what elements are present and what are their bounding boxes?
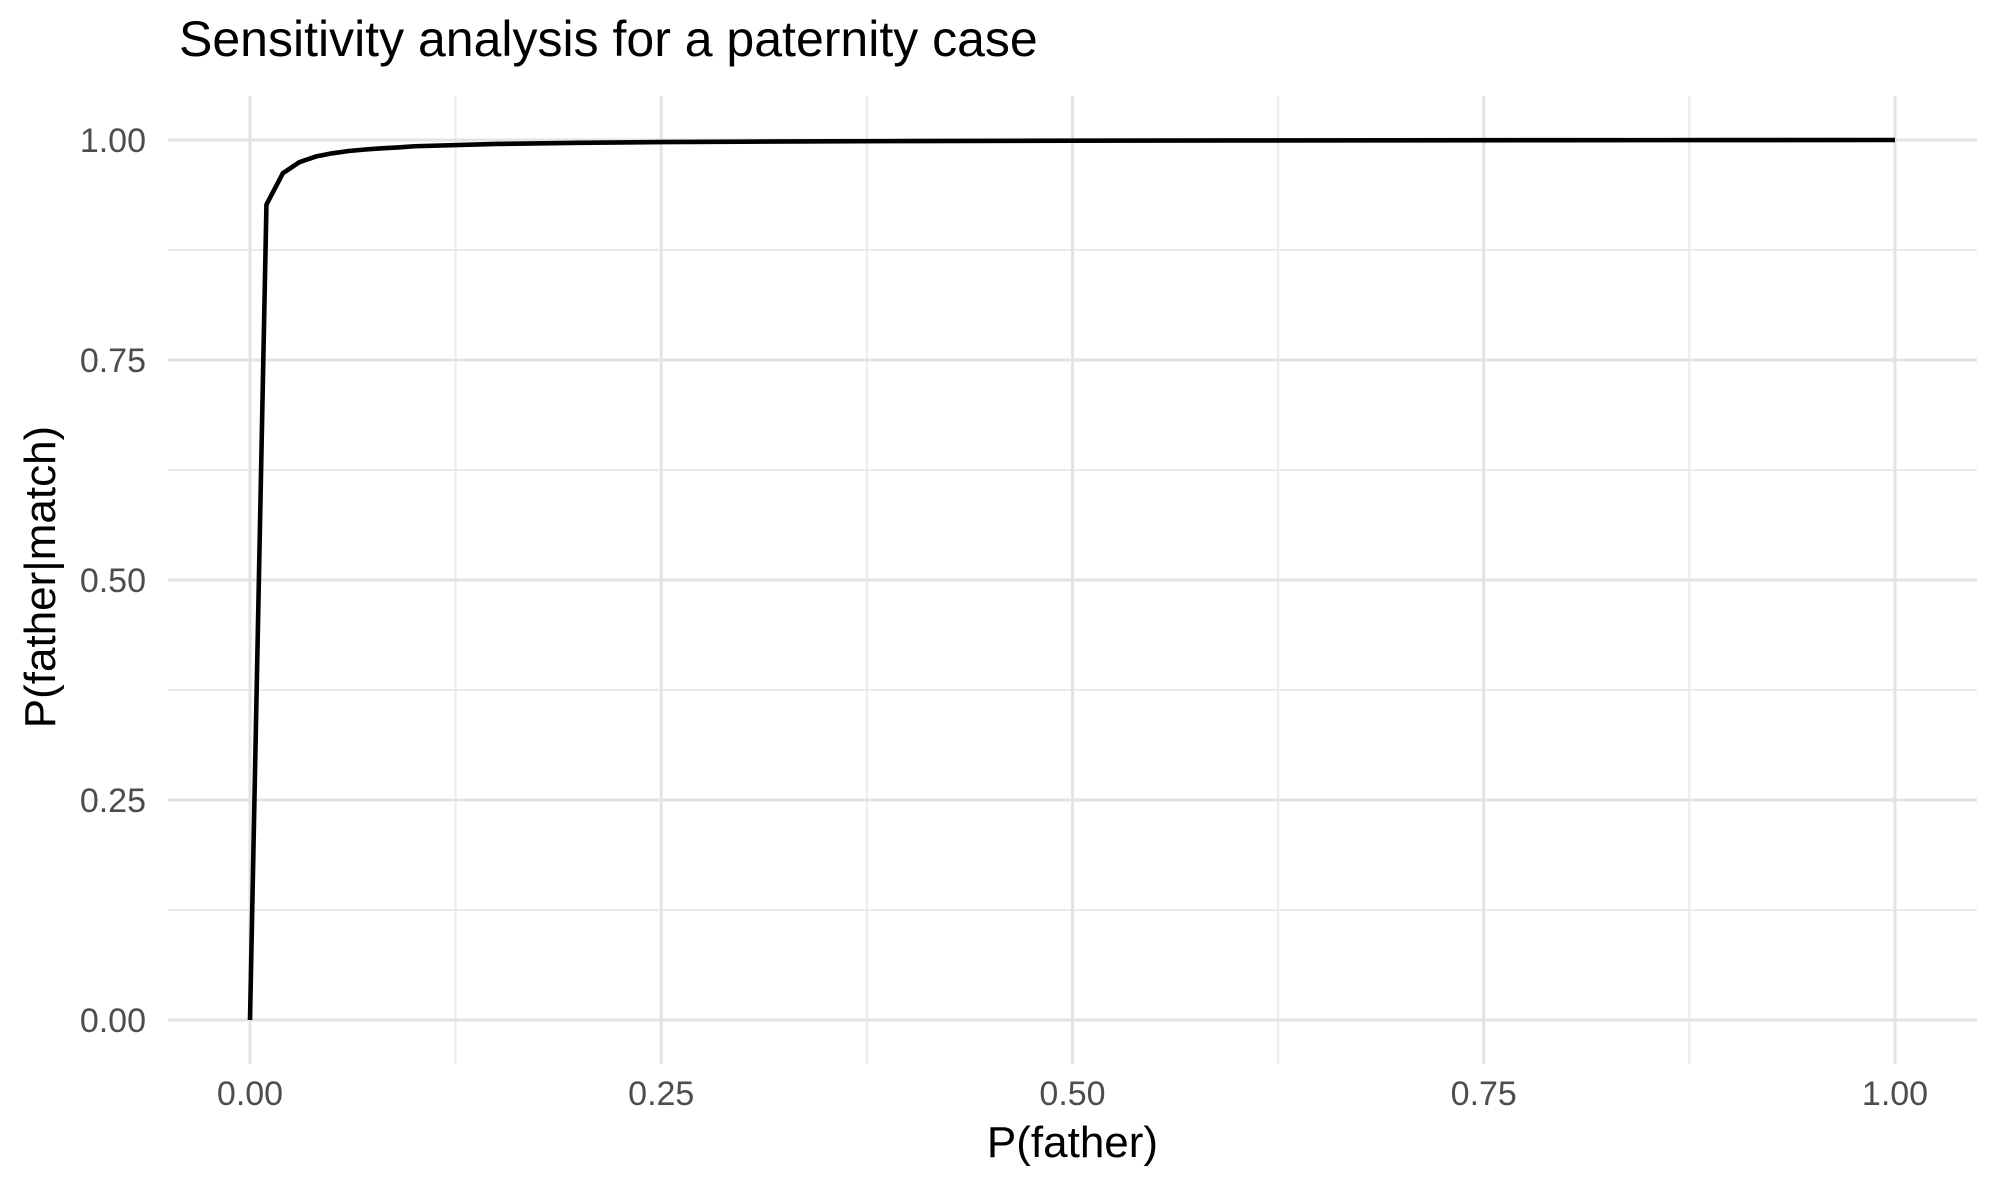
x-tick-label: 1.00: [1862, 1075, 1928, 1113]
y-tick-label: 0.75: [80, 342, 146, 380]
y-tick-label: 0.00: [80, 1002, 146, 1040]
y-tick-label: 0.50: [80, 562, 146, 600]
major-gridlines: [168, 96, 1977, 1064]
x-axis-tick-labels: 0.00 0.25 0.50 0.75 1.00: [217, 1075, 1928, 1113]
x-tick-label: 0.75: [1451, 1075, 1517, 1113]
x-tick-label: 0.50: [1039, 1075, 1105, 1113]
posterior-curve: [247, 137, 1896, 1021]
x-axis-title: P(father): [986, 1118, 1159, 1167]
x-tick-label: 0.00: [217, 1075, 283, 1113]
plot-title: Sensitivity analysis for a paternity cas…: [179, 11, 1038, 67]
y-tick-label: 0.25: [80, 782, 146, 820]
y-axis-tick-labels: 0.00 0.25 0.50 0.75 1.00: [80, 122, 146, 1040]
y-axis-title: P(father|match): [16, 425, 65, 729]
y-tick-label: 1.00: [80, 122, 146, 160]
x-tick-label: 0.25: [628, 1075, 694, 1113]
